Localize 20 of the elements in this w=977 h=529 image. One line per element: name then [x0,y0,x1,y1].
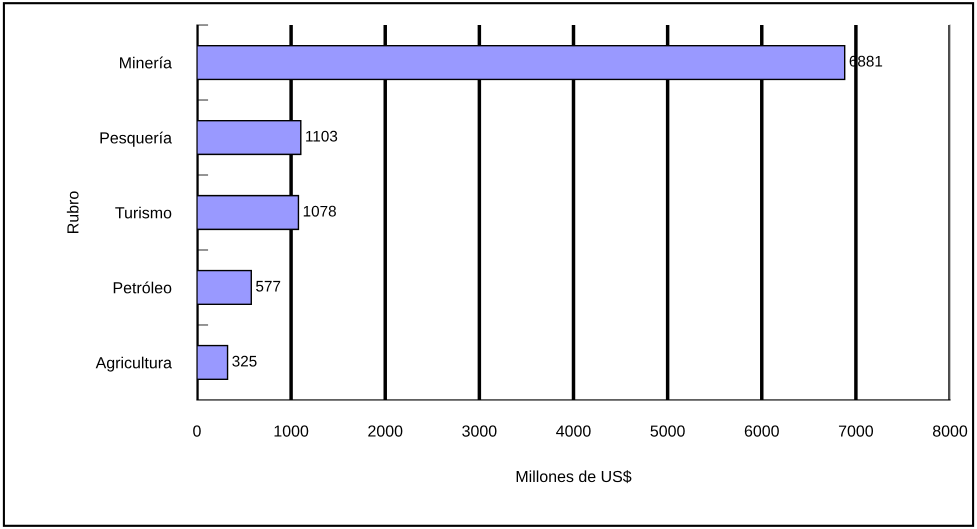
y-tick-label: Agricultura [96,356,172,372]
x-tick-label: 3000 [462,425,497,437]
y-tick-label: Petróleo [114,282,172,294]
data-label: 1103 [306,130,338,142]
y-tick-label: Pesquería [100,132,172,147]
x-tick-label: 8000 [932,425,968,437]
x-tick-label: 2000 [368,425,402,437]
x-tick-label: 0 [193,425,201,437]
x-axis-title: Millones de US$ [516,470,632,484]
data-label: 1078 [304,206,336,217]
data-label: 325 [232,356,257,367]
x-tick-label: 4000 [556,425,591,437]
x-tick-label: 1000 [274,425,308,437]
y-tick-label: Turismo [115,206,172,218]
data-label: 577 [256,280,280,292]
x-tick-label: 5000 [650,425,685,437]
y-axis-title: Rubro [66,191,79,233]
x-tick-label: 6000 [744,425,779,437]
y-tick-label: Minería [120,56,172,68]
x-tick-label: 7000 [838,425,874,437]
